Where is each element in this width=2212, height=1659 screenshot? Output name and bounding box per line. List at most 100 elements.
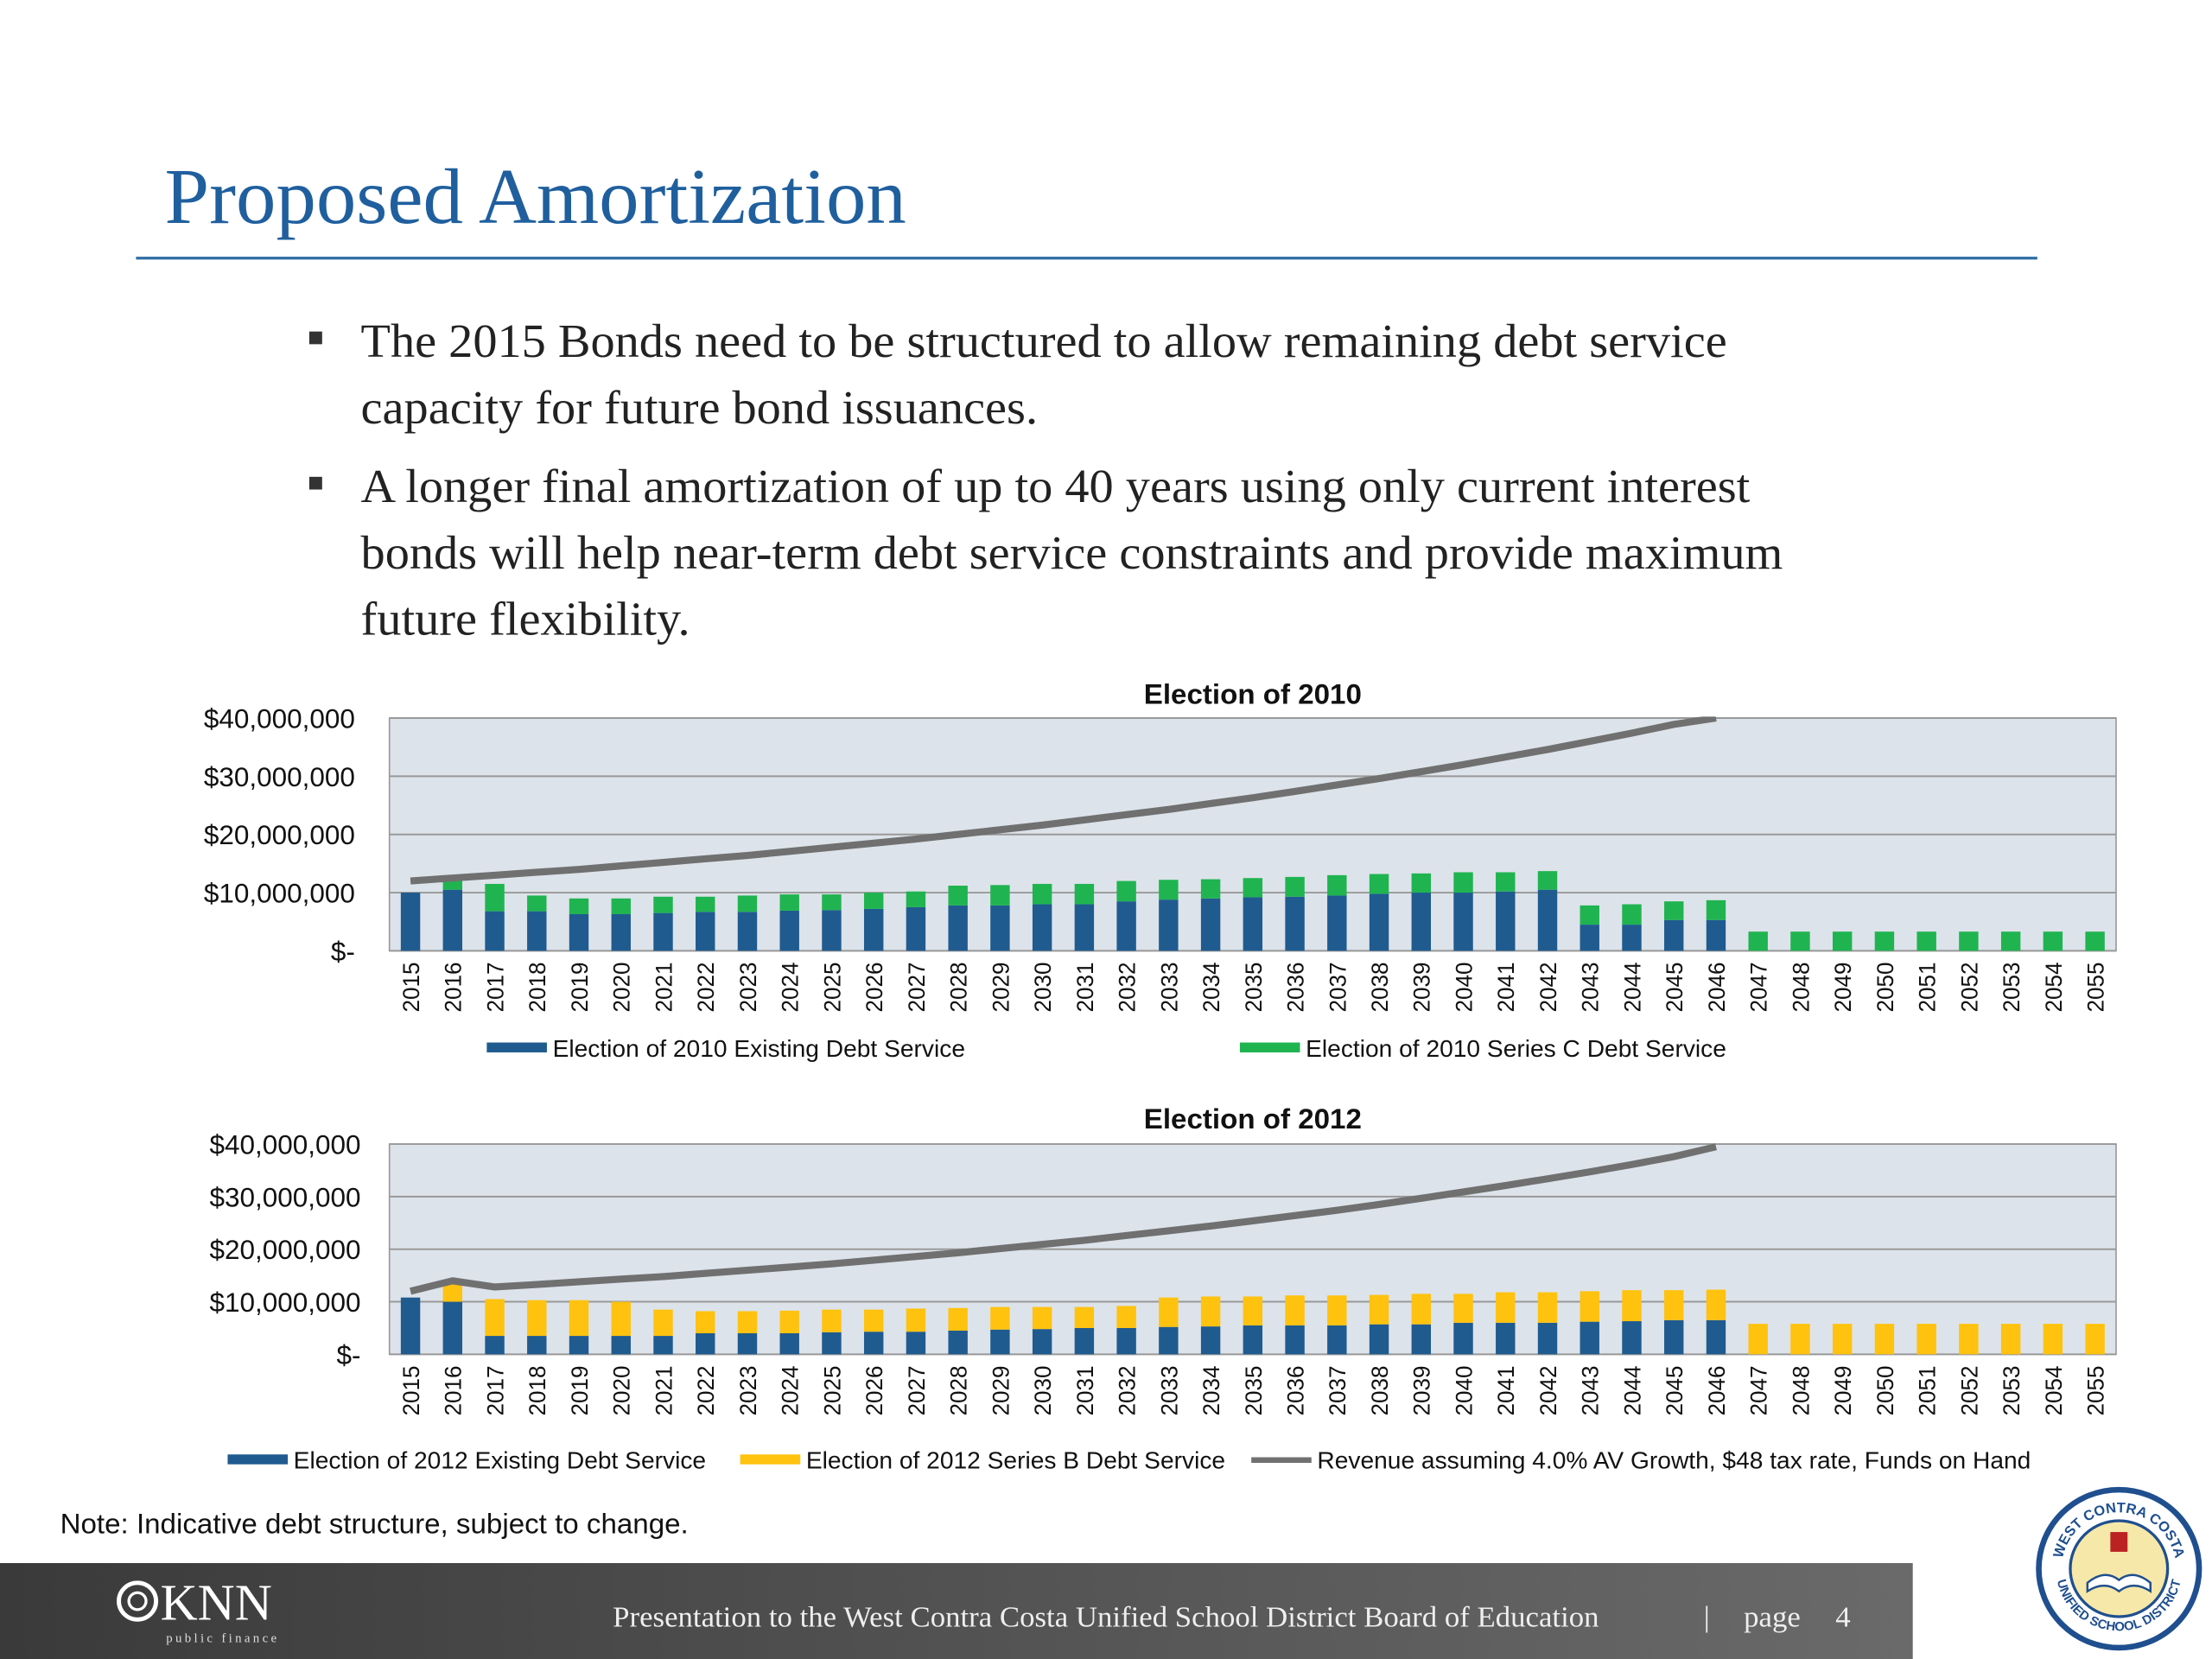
x-tick-label: 2028 [945,1365,971,1415]
bar-segment [1496,872,1516,892]
x-tick-label: 2053 [1999,1365,2024,1415]
bar-segment [990,885,1010,906]
bar-segment [569,913,589,951]
bar-segment [948,905,968,951]
x-tick-label: 2026 [861,962,887,1012]
y-tick-label: $10,000,000 [204,879,355,909]
bar-segment [1243,878,1263,898]
legend-label: Election of 2012 Series B Debt Service [806,1447,1225,1474]
bar-segment [569,1336,589,1355]
x-tick-label: 2045 [1662,962,1688,1012]
bar-segment [1116,880,1136,902]
bar-segment [779,910,799,951]
bar-segment [1580,1291,1599,1322]
x-tick-label: 2034 [1198,1365,1224,1415]
x-tick-label: 2042 [1535,1365,1561,1415]
bar-segment [696,896,715,912]
bar-segment [906,1308,926,1332]
x-tick-label: 2015 [398,962,424,1012]
bar-segment [1327,874,1347,896]
y-tick-label: $30,000,000 [209,1183,360,1213]
bar-segment [1369,1324,1389,1355]
bar-segment [1916,1324,1936,1355]
bar-segment [1032,904,1052,951]
x-tick-label: 2039 [1409,1365,1435,1415]
x-tick-label: 2044 [1619,1365,1645,1415]
bar-segment [863,1332,884,1355]
x-tick-label: 2055 [2082,1365,2108,1415]
x-tick-label: 2044 [1619,962,1645,1012]
bar-segment [990,905,1010,951]
x-tick-label: 2038 [1367,1365,1393,1415]
x-tick-label: 2026 [861,1365,887,1415]
bar-segment [1032,883,1052,905]
bullet-line: The 2015 Bonds need to be structured to … [361,315,1727,368]
bar-segment [1200,1296,1221,1327]
bar-segment [1243,897,1263,951]
x-tick-label: 2033 [1156,1365,1182,1415]
logo-mark-inner [127,1591,148,1611]
bar-segment [1959,931,1979,951]
bar-segment [1411,1294,1432,1325]
bar-segment [1622,1290,1642,1322]
bar-segment [569,1300,589,1337]
bar-segment [1580,1321,1599,1355]
bar-segment [1369,1294,1389,1325]
x-tick-label: 2029 [988,1365,1014,1415]
bar-segment [1200,879,1221,899]
x-tick-label: 2037 [1325,962,1351,1012]
bar-segment [1748,1324,1768,1355]
x-tick-label: 2020 [609,962,635,1012]
x-tick-label: 2050 [1872,962,1898,1012]
bar-segment [1116,1306,1136,1328]
bar-segment [2043,931,2063,951]
x-tick-label: 2019 [567,962,593,1012]
bar-segment [1074,1306,1095,1328]
bar-segment [737,912,758,951]
bar-segment [1537,1322,1558,1355]
bar-segment [400,893,421,951]
bar-segment [1369,893,1389,951]
x-tick-label: 2017 [482,962,508,1012]
bar-segment [948,1330,968,1355]
x-tick-label: 2027 [904,1365,930,1415]
slide-title: Proposed Amortization [165,153,906,240]
x-tick-label: 2032 [1114,1365,1140,1415]
bar-segment [737,1311,758,1334]
bar-segment [1496,1322,1516,1355]
x-tick-label: 2033 [1156,962,1182,1012]
x-tick-label: 2048 [1788,1365,1814,1415]
bar-segment [1537,1292,1558,1323]
x-tick-label: 2054 [2041,962,2067,1012]
x-tick-label: 2019 [567,1365,593,1415]
bullet-line: capacity for future bond issuances. [361,381,1038,435]
bar-segment [863,893,884,909]
bar-segment [1243,1296,1263,1325]
x-tick-label: 2052 [1956,1365,1982,1415]
logo: KNN [161,1574,272,1631]
y-tick-label: $40,000,000 [209,1130,360,1160]
line-series [410,716,1717,885]
x-tick-label: 2054 [2041,1365,2067,1415]
x-tick-label: 2039 [1409,962,1435,1012]
seal-book [2086,1573,2152,1593]
bar-segment [1327,1325,1347,1355]
bar-segment [1159,880,1179,900]
bar-segment [1285,1325,1305,1355]
bar-segment [1580,925,1599,951]
x-tick-label: 2049 [1830,962,1856,1012]
x-tick-label: 2031 [1072,1365,1098,1415]
x-tick-label: 2017 [482,1365,508,1415]
bar-segment [1748,931,1768,951]
bar-segment [1411,873,1432,893]
x-tick-label: 2031 [1072,962,1098,1012]
bullet-line: future flexibility. [361,593,690,646]
bar-segment [696,1311,715,1334]
bar-segment [1537,889,1558,951]
bar-segment [1832,1324,1853,1355]
bar-segment [779,1310,799,1334]
bar-segment [1537,871,1558,890]
footer-band [0,1562,1913,1659]
x-tick-label: 2040 [1451,1365,1477,1415]
